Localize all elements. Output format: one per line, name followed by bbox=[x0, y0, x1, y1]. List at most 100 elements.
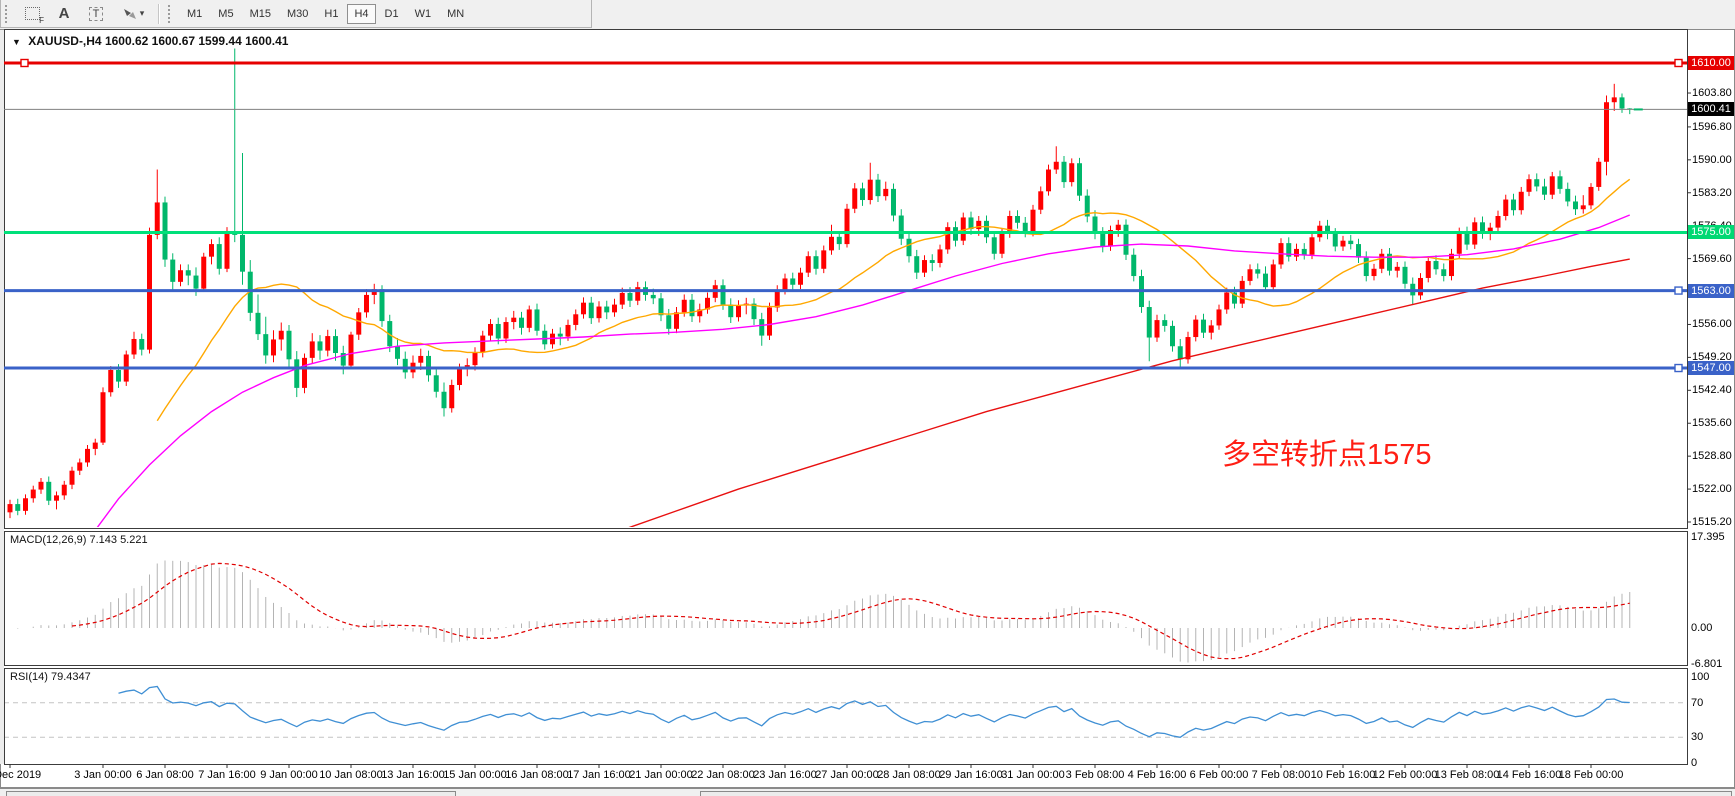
candle-body bbox=[85, 448, 90, 463]
timeframe-button-m1[interactable]: M1 bbox=[180, 4, 209, 24]
toolbar-grip[interactable] bbox=[5, 4, 11, 23]
candle-body bbox=[69, 470, 75, 485]
hline-handle[interactable] bbox=[20, 58, 29, 68]
font-tool-button[interactable]: A bbox=[50, 2, 78, 26]
chart-annotation-text[interactable]: 多空转折点1575 bbox=[1222, 439, 1432, 471]
candle-body bbox=[1526, 179, 1532, 192]
rsi-line bbox=[118, 685, 1630, 738]
symbol-dropdown-icon[interactable]: ▼ bbox=[12, 37, 21, 47]
candle-body bbox=[1325, 225, 1330, 234]
toolbar: F A T ▾ M1 M5 M15 M30 H1 H4 D1 W1 MN bbox=[0, 0, 1735, 29]
price-badge-1563: 1563.00 bbox=[1688, 284, 1734, 298]
candle-body bbox=[154, 202, 160, 235]
candle-body bbox=[867, 179, 873, 201]
candle-body bbox=[15, 504, 21, 511]
candle-body bbox=[457, 368, 462, 385]
candle-body bbox=[891, 188, 896, 216]
candle-body bbox=[1224, 292, 1230, 310]
timeframe-button-h4[interactable]: H4 bbox=[347, 3, 376, 24]
candle-body bbox=[1542, 186, 1547, 195]
arrows-tool-button[interactable]: ▾ bbox=[114, 2, 152, 26]
text-label-tool-button[interactable]: T bbox=[82, 2, 110, 26]
rsi-pane[interactable] bbox=[4, 668, 1688, 765]
time-axis-label: 6 Jan 08:00 bbox=[136, 769, 194, 781]
candle-body bbox=[201, 256, 207, 289]
macd-pane[interactable] bbox=[4, 531, 1688, 666]
candle-body bbox=[1286, 243, 1292, 257]
candle-body bbox=[798, 272, 803, 285]
rsi-axis-label: 30 bbox=[1691, 731, 1704, 743]
candle-body bbox=[1402, 266, 1408, 284]
candle-body bbox=[689, 299, 695, 317]
candle-body bbox=[325, 336, 331, 351]
candle-body bbox=[914, 256, 920, 273]
hline-handle[interactable] bbox=[1674, 286, 1683, 295]
candle-body bbox=[503, 322, 509, 339]
timeframe-button-mn[interactable]: MN bbox=[440, 4, 471, 24]
rsi-indicator-value: 79.4347 bbox=[50, 671, 91, 683]
candle-body bbox=[100, 392, 106, 443]
candle-body bbox=[1216, 309, 1222, 326]
candle-body bbox=[1340, 240, 1346, 247]
candle-body bbox=[294, 359, 300, 388]
candle-body bbox=[774, 290, 780, 308]
grid-icon bbox=[24, 7, 40, 20]
candle-body bbox=[23, 498, 28, 511]
chart-ohlc-readout: 1600.62 1600.67 1599.44 1600.41 bbox=[104, 34, 289, 48]
candle-body bbox=[674, 312, 679, 329]
main-pane[interactable] bbox=[4, 29, 1688, 529]
hline-handle[interactable] bbox=[1674, 363, 1683, 373]
timeframe-button-m15[interactable]: M15 bbox=[243, 4, 278, 24]
chart-symbol-timeframe: XAUUSD-,H4 bbox=[28, 34, 102, 48]
candle-body bbox=[1177, 346, 1183, 360]
timeframe-button-m30[interactable]: M30 bbox=[280, 4, 315, 24]
candle-body bbox=[720, 285, 726, 305]
candle-body bbox=[898, 215, 904, 239]
candle-body bbox=[1270, 264, 1276, 288]
macd-axis-label: 0.00 bbox=[1691, 622, 1713, 634]
price-axis-label: 1535.60 bbox=[1692, 417, 1732, 429]
candle-body bbox=[968, 217, 974, 230]
candle-body bbox=[666, 315, 672, 329]
price-axis-label: 1556.00 bbox=[1692, 318, 1732, 330]
macd-signal-line bbox=[71, 562, 1630, 660]
candle-body bbox=[116, 369, 121, 382]
timeframe-button-m5[interactable]: M5 bbox=[211, 4, 240, 24]
price-badge-1575: 1575.00 bbox=[1688, 225, 1734, 239]
bottom-tab-right[interactable] bbox=[700, 791, 1732, 796]
time-axis-label: 14 Feb 16:00 bbox=[1496, 769, 1562, 781]
candle-body bbox=[441, 391, 447, 409]
candle-body bbox=[1387, 253, 1392, 271]
candle-body bbox=[333, 336, 338, 354]
candle-body bbox=[860, 188, 865, 201]
time-axis-label: 16 Jan 08:00 bbox=[505, 769, 569, 781]
candle-body bbox=[1503, 199, 1509, 217]
grid-template-tool-button[interactable]: F bbox=[18, 2, 46, 26]
candle-body bbox=[906, 238, 912, 257]
candle-body bbox=[767, 307, 772, 336]
timeframe-button-h1[interactable]: H1 bbox=[317, 4, 345, 24]
candle-body bbox=[821, 250, 827, 269]
hline-handle[interactable] bbox=[1674, 58, 1683, 68]
timeframe-toolbar-grip[interactable] bbox=[168, 4, 174, 23]
timeframe-toolbar: M1 M5 M15 M30 H1 H4 D1 W1 MN bbox=[179, 3, 472, 24]
candle-body bbox=[317, 341, 323, 351]
candle-body bbox=[1046, 169, 1051, 192]
candle-body bbox=[1294, 248, 1299, 257]
timeframe-button-w1[interactable]: W1 bbox=[408, 4, 439, 24]
candle-body bbox=[1170, 325, 1175, 347]
candle-body bbox=[1263, 273, 1268, 288]
bottom-tab-left[interactable] bbox=[6, 791, 456, 796]
candle-body bbox=[813, 256, 819, 269]
candle-body bbox=[790, 278, 796, 285]
candle-body bbox=[1108, 230, 1113, 247]
candle-body bbox=[1588, 186, 1594, 206]
candle-body bbox=[883, 188, 889, 197]
grid-f-label: F bbox=[39, 15, 44, 25]
candle-body bbox=[209, 244, 214, 257]
bottom-tab-strip bbox=[0, 788, 1735, 796]
candle-body bbox=[1557, 176, 1563, 189]
candle-body bbox=[1146, 307, 1152, 338]
timeframe-button-d1[interactable]: D1 bbox=[378, 4, 406, 24]
